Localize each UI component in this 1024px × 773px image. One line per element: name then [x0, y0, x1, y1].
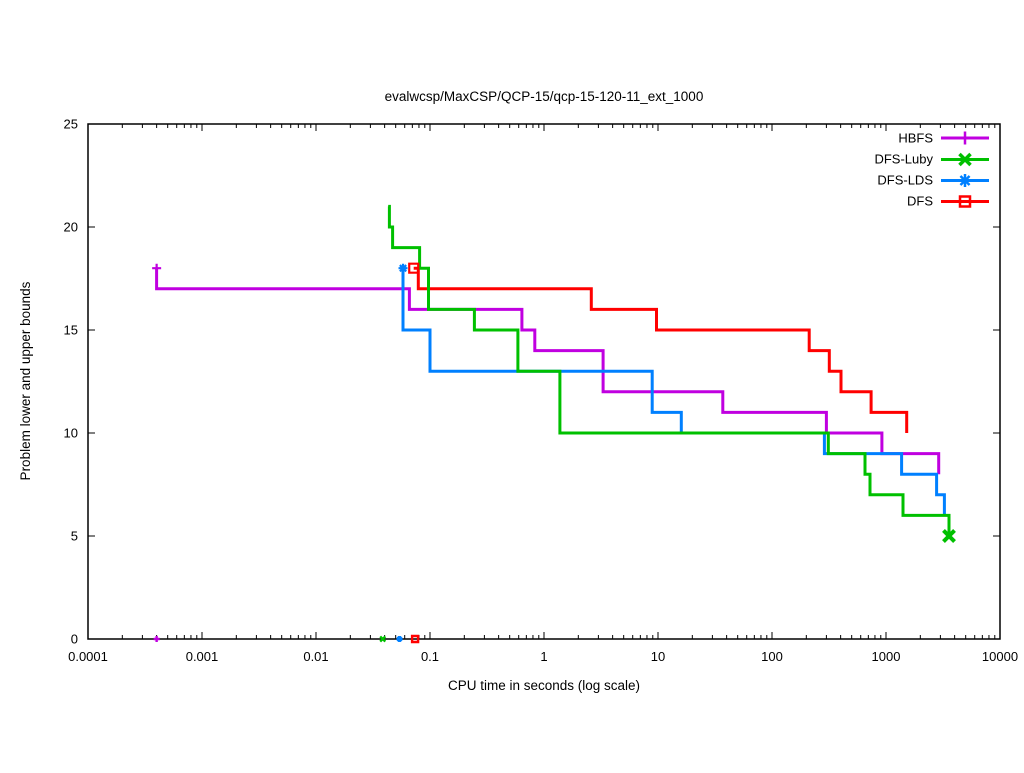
legend-sample-dfs-square-icon	[941, 195, 989, 208]
x-tick-label: 1	[540, 649, 547, 664]
x-tick-label: 100	[761, 649, 783, 664]
lower-bound-markers	[153, 634, 420, 644]
legend-marker-sample	[958, 174, 972, 187]
x-tick-label: 10000	[982, 649, 1018, 664]
dfs-luby-x-marker-icon	[942, 529, 956, 543]
x-tick-label: 0.001	[186, 649, 219, 664]
legend-row-hbfs: HBFS	[898, 131, 989, 146]
x-tick-label: 0.0001	[68, 649, 108, 664]
y-tick-label: 10	[64, 426, 78, 441]
legend: HBFS DFS-Luby DFS-LDS DFS	[874, 131, 989, 209]
axis-ticks	[87, 123, 1001, 640]
legend-label-dfs: DFS	[907, 194, 933, 209]
legend-sample-hbfs-plus-icon	[941, 131, 989, 145]
legend-sample-dfsluby-x-icon	[941, 152, 989, 167]
x-tick-label: 0.1	[421, 649, 439, 664]
series-markers	[152, 262, 956, 543]
plot-area-border	[87, 123, 1001, 640]
chart-title: evalwcsp/MaxCSP/QCP-15/qcp-15-120-11_ext…	[385, 89, 704, 104]
y-tick-label: 20	[64, 220, 78, 235]
y-tick-label: 25	[64, 117, 78, 132]
y-tick-label: 0	[71, 632, 78, 647]
series-line-dfs-luby	[387, 204, 951, 536]
legend-row-dfs: DFS	[907, 194, 989, 209]
hbfs-lowerbound-plus-marker-icon	[153, 636, 160, 642]
legend-label-dfs-lds: DFS-LDS	[877, 173, 933, 188]
x-tick-label: 0.01	[303, 649, 328, 664]
series-line-dfs	[413, 266, 909, 433]
dfs-lowerbound-square-marker-icon	[410, 634, 420, 644]
x-axis-label: CPU time in seconds (log scale)	[448, 678, 640, 693]
y-tick-label: 5	[71, 529, 78, 544]
y-tick-label: 15	[64, 323, 78, 338]
legend-row-dfs-lds: DFS-LDS	[877, 173, 989, 188]
legend-marker-sample	[958, 152, 972, 167]
x-tick-label: 10	[651, 649, 665, 664]
dfs-lds-lowerbound-asterisk-marker-icon	[396, 636, 403, 642]
x-tick-label: 1000	[872, 649, 901, 664]
y-axis-label: Problem lower and upper bounds	[18, 281, 33, 480]
series-curves	[155, 204, 951, 536]
axis-tick-labels: 0.0001 0.001 0.01 0.1 1 10 100 1000 10000 0 5 10 15 2…	[64, 117, 1019, 665]
legend-row-dfs-luby: DFS-Luby	[874, 152, 989, 167]
legend-label-hbfs: HBFS	[898, 131, 933, 146]
dfs-lds-asterisk-marker-icon	[398, 263, 408, 273]
legend-sample-dfslds-asterisk-icon	[941, 174, 989, 187]
dfs-square-marker-icon	[408, 262, 420, 274]
hbfs-plus-marker-icon	[152, 263, 162, 273]
legend-marker-sample	[958, 131, 972, 145]
legend-marker-sample	[958, 195, 972, 208]
legend-label-dfs-luby: DFS-Luby	[874, 152, 933, 167]
dfs-luby-lowerbound-x-marker-icon	[379, 635, 387, 643]
